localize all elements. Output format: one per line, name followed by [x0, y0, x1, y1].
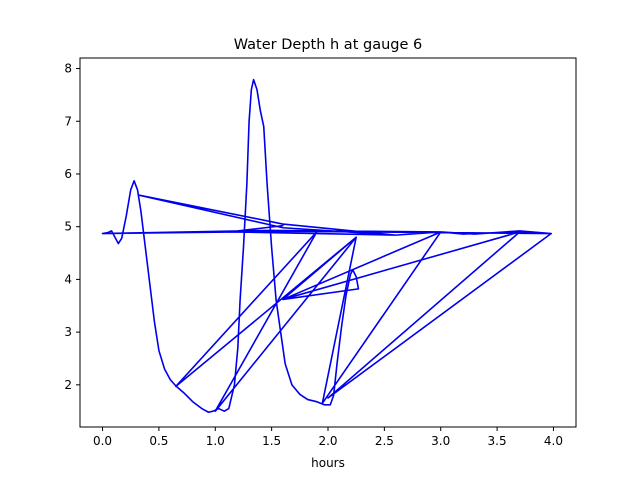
x-tick-label: 2.0	[318, 434, 337, 448]
x-tick-label: 3.0	[431, 434, 450, 448]
series-layer	[101, 78, 552, 414]
series-line-0	[101, 78, 552, 414]
x-axis: 0.0 0.5 1.0 1.5 2.0 2.5 3.0 3.5 4.0	[93, 427, 563, 448]
x-tick-label: 3.5	[488, 434, 507, 448]
x-tick-label: 0.5	[149, 434, 168, 448]
y-tick-label: 4	[64, 272, 72, 286]
y-tick-label: 3	[64, 325, 72, 339]
x-tick-label: 0.0	[93, 434, 112, 448]
y-tick-label: 6	[64, 167, 72, 181]
x-axis-label: hours	[311, 456, 345, 470]
y-tick-label: 2	[64, 378, 72, 392]
y-tick-label: 5	[64, 220, 72, 234]
x-tick-label: 4.0	[544, 434, 563, 448]
chart-title: Water Depth h at gauge 6	[234, 37, 422, 53]
y-axis: 2 3 4 5 6 7 8	[64, 62, 80, 392]
x-tick-label: 1.0	[206, 434, 225, 448]
y-tick-label: 8	[64, 62, 72, 76]
y-tick-label: 7	[64, 114, 72, 128]
x-tick-label: 2.5	[375, 434, 394, 448]
x-tick-label: 1.5	[262, 434, 281, 448]
